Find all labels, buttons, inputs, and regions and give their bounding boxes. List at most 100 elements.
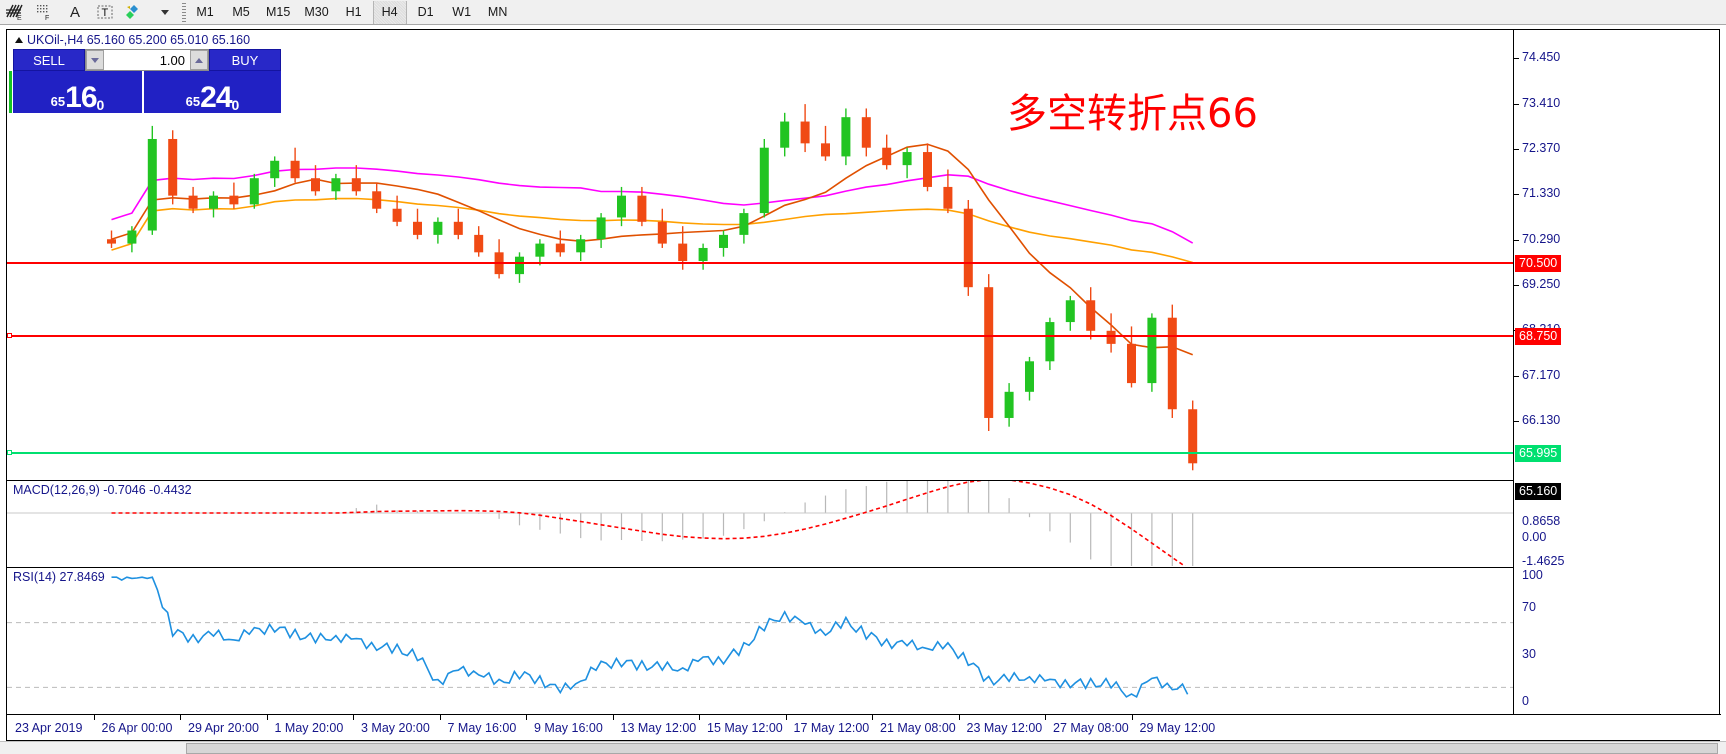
sell-price-whole: 65	[50, 94, 66, 109]
price-chip-support[interactable]: 65.995	[1515, 445, 1562, 462]
candle-body	[902, 152, 912, 166]
macd-axis-label: -1.4625	[1522, 554, 1565, 568]
candle-body	[943, 186, 953, 209]
price-axis-label: 72.370	[1522, 141, 1561, 155]
objects-icon[interactable]	[120, 1, 150, 24]
buy-price-display[interactable]: 65 24 0	[144, 71, 281, 113]
volume-value[interactable]: 1.00	[159, 52, 185, 68]
volume-decrease-button[interactable]	[86, 50, 104, 70]
price-tick	[1514, 421, 1519, 423]
timeframe-h4[interactable]: H4	[372, 0, 407, 24]
price-chip-resistance[interactable]: 70.500	[1515, 255, 1562, 272]
time-tick	[353, 715, 354, 720]
price-tick	[1514, 149, 1519, 150]
sell-price-display[interactable]: 65 16 0	[13, 71, 144, 113]
time-tick	[439, 715, 441, 720]
price-chip-current-price[interactable]: 65.160	[1515, 483, 1562, 500]
candle-body	[1188, 409, 1198, 464]
buy-price-fraction: 0	[231, 97, 240, 113]
timeframe-m1[interactable]: M1	[196, 5, 214, 19]
symbol-ohlc-text: UKOil-,H4 65.160 65.200 65.010 65.160	[27, 33, 251, 47]
time-axis-label: 17 May 12:00	[793, 721, 870, 735]
volume-stepper[interactable]: 1.00	[85, 49, 209, 71]
candle-body	[678, 243, 688, 262]
time-axis-label: 15 May 12:00	[707, 721, 783, 735]
candle-body	[290, 160, 300, 179]
timeframe-m30[interactable]: M30	[304, 5, 329, 19]
rsi-indicator-pane[interactable]: RSI(14) 27.8469	[7, 567, 1515, 737]
candle-body	[249, 178, 259, 205]
text-tool-icon[interactable]: A	[69, 3, 80, 21]
timeframe-h1[interactable]: H1	[345, 5, 362, 19]
candle-body	[1065, 300, 1075, 323]
trade-panel-top-row: SELL 1.00 BUY	[13, 49, 281, 71]
time-axis-label: 23 May 12:00	[966, 721, 1043, 735]
time-axis-label: 13 May 12:00	[620, 721, 697, 735]
time-tick	[1131, 715, 1133, 720]
candle-body	[739, 213, 749, 235]
candle-body	[861, 117, 871, 148]
text-label-icon[interactable]: T	[90, 1, 120, 24]
macd-axis-label: 0.8658	[1522, 514, 1561, 528]
svg-text:E: E	[17, 15, 22, 21]
one-click-trading-panel[interactable]: SELL 1.00 BUY 65 16 0 65 24 0	[9, 49, 281, 113]
price-axis-label: 71.330	[1522, 186, 1561, 201]
time-axis[interactable]: 23 Apr 2019 26 Apr 00:00 29 Apr 20:00 1 May…	[7, 714, 1721, 740]
candle-body	[1025, 361, 1034, 392]
candle-body	[1127, 343, 1136, 384]
sell-button[interactable]: SELL	[13, 49, 85, 71]
candle-body	[270, 160, 280, 179]
rsi-axis-label: 100	[1522, 568, 1543, 582]
candle-body	[127, 230, 137, 244]
buy-price-whole: 65	[185, 94, 201, 109]
candle-body	[719, 234, 728, 248]
timeframe-mn[interactable]: MN	[487, 5, 508, 19]
time-tick	[612, 715, 614, 720]
price-chart-pane[interactable]: UKOil-,H4 65.160 65.200 65.010 65.160 多空…	[7, 30, 1515, 479]
price-tick	[1514, 375, 1519, 377]
macd-signal-line	[111, 481, 1187, 566]
candle-body	[168, 138, 178, 196]
time-tick	[1045, 715, 1046, 720]
timeframe-m5[interactable]: M5	[232, 5, 250, 19]
support-line-65995[interactable]	[7, 450, 1515, 455]
time-axis-label: 1 May 20:00	[274, 721, 344, 735]
candle-body	[759, 147, 769, 214]
collapse-arrow-icon[interactable]	[15, 37, 23, 43]
candlestick-series	[107, 104, 1198, 471]
buy-button[interactable]: BUY	[209, 49, 281, 71]
candle-body	[780, 121, 790, 148]
resistance-line-70500[interactable]	[7, 262, 1515, 264]
candle-body	[107, 239, 116, 244]
chart-annotation-text[interactable]: 多空转折点66	[1007, 91, 1258, 137]
templates-icon[interactable]: F	[30, 1, 60, 24]
price-chip-resistance[interactable]: 68.750	[1515, 328, 1562, 345]
tick-indicator	[9, 71, 12, 113]
rsi-line	[111, 576, 1189, 699]
rsi-axis-label: 0	[1522, 694, 1529, 708]
time-tick	[93, 715, 95, 720]
scrollbar-thumb[interactable]	[186, 743, 1718, 754]
timeframe-d1[interactable]: D1	[417, 5, 434, 19]
macd-indicator-pane[interactable]: MACD(12,26,9) -0.7046 -0.4432	[7, 480, 1515, 566]
timeframe-m15[interactable]: M15	[266, 5, 291, 19]
candle-body	[984, 287, 994, 418]
indicators-icon[interactable]: E	[0, 1, 30, 24]
candle-body	[331, 178, 341, 192]
time-tick	[872, 715, 873, 720]
candle-body	[311, 178, 320, 192]
horizontal-scrollbar[interactable]	[0, 741, 1726, 754]
candle-body	[821, 143, 830, 157]
candle-body	[535, 243, 545, 257]
candle-body	[1045, 322, 1055, 362]
price-axis[interactable]: 74.45073.41072.37071.33070.29069.25068.2…	[1513, 30, 1719, 740]
time-axis-label: 26 Apr 00:00	[101, 721, 173, 735]
time-tick	[785, 715, 787, 720]
macd-series	[7, 481, 1515, 566]
objects-dropdown-icon[interactable]	[150, 1, 180, 24]
volume-increase-button[interactable]	[190, 50, 208, 70]
resistance-line-68750[interactable]	[7, 333, 1515, 338]
timeframe-w1[interactable]: W1	[452, 5, 472, 19]
time-tick	[266, 715, 268, 720]
candle-body	[1147, 317, 1157, 384]
